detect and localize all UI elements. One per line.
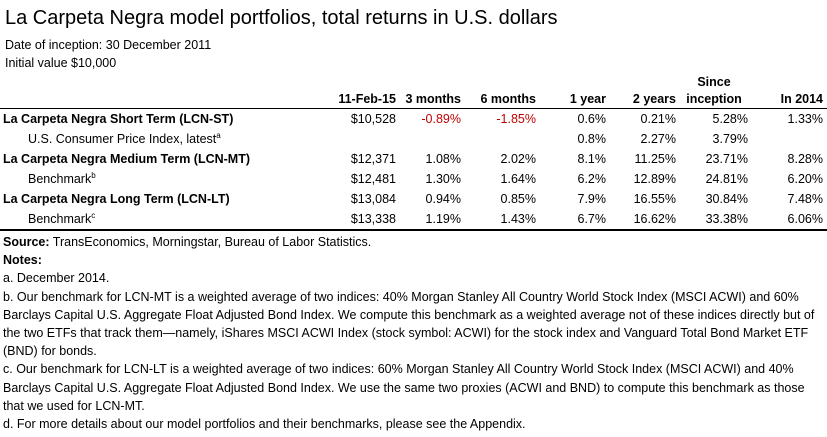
source-line: Source: TransEconomics, Morningstar, Bur… (3, 233, 818, 251)
cell-since-inception: 33.38% (680, 209, 752, 231)
inception-date: Date of inception: 30 December 2011 (5, 38, 212, 52)
cell-in-2014: 7.48% (787, 192, 823, 206)
cell-2-years: 2.27% (640, 132, 676, 146)
table-row-benchmark-lt: Benchmarkc $13,338 1.19% 1.43% 6.7% 16.6… (0, 209, 827, 231)
cell-since-inception: 30.84% (705, 192, 748, 206)
page-title: La Carpeta Negra model portfolios, total… (5, 7, 558, 29)
note-a: a. December 2014. (3, 271, 110, 286)
cell-value: $13,338 (290, 209, 400, 231)
note-d: d. For more details about our model port… (3, 417, 526, 432)
cell-1-year: 6.2% (577, 172, 607, 186)
cell-6-months: 1.64% (500, 172, 536, 186)
cell-1-year: 6.7% (540, 209, 610, 231)
notes-section: Source: TransEconomics, Morningstar, Bur… (3, 233, 818, 433)
col-6-months: 6 months (465, 91, 540, 109)
cell-3-months: 1.30% (425, 172, 461, 186)
initial-value: Initial value $10,000 (5, 56, 117, 70)
col-1-year: 1 year (540, 91, 610, 109)
cell-6-months: 0.85% (500, 192, 536, 206)
row-label: La Carpeta Negra Medium Term (LCN-MT) (3, 152, 251, 166)
source-text: TransEconomics, Morningstar, Bureau of L… (49, 235, 372, 249)
cell-since-inception: 5.28% (712, 112, 748, 126)
cell-value: $13,084 (350, 192, 396, 206)
cell-6-months (465, 129, 540, 149)
footnote-marker: a (216, 130, 221, 140)
cell-since-inception: 23.71% (705, 152, 748, 166)
cell-in-2014: 8.28% (787, 152, 823, 166)
row-label: La Carpeta Negra Long Term (LCN-LT) (3, 192, 230, 206)
cell-in-2014: 1.33% (787, 112, 823, 126)
cell-2-years: 16.62% (610, 209, 680, 231)
cell-1-year: 7.9% (577, 192, 607, 206)
note-b: b. Our benchmark for LCN-MT is a weighte… (3, 289, 815, 359)
cell-2-years: 11.25% (634, 152, 676, 166)
cell-in-2014: 6.06% (752, 209, 827, 231)
cell-1-year: 8.1% (577, 152, 607, 166)
cell-since-inception: 24.81% (705, 172, 748, 186)
cell-in-2014: 6.20% (787, 172, 823, 186)
cell-since-inception: 3.79% (712, 132, 748, 146)
col-since-top: Since (697, 75, 731, 89)
cell-2-years: 12.89% (633, 172, 676, 186)
col-2-years: 2 years (610, 91, 680, 109)
cell-value: $10,528 (350, 112, 396, 126)
source-label: Source: (3, 235, 50, 249)
col-in-2014: In 2014 (752, 91, 827, 109)
cell-2-years: 16.55% (633, 192, 676, 206)
table-row-lcn-st: La Carpeta Negra Short Term (LCN-ST) $10… (0, 109, 827, 130)
row-label: La Carpeta Negra Short Term (LCN-ST) (3, 112, 234, 126)
table-row-cpi: U.S. Consumer Price Index, latesta 0.8% … (0, 129, 827, 149)
cell-3-months (400, 129, 465, 149)
notes-heading: Notes: (3, 253, 42, 268)
cell-6-months: -1.85% (496, 112, 536, 126)
cell-1-year: 0.6% (577, 112, 607, 126)
table-row-benchmark-mt: Benchmarkb $12,481 1.30% 1.64% 6.2% 12.8… (0, 169, 827, 189)
header-row: 11-Feb-15 3 months 6 months 1 year 2 yea… (0, 91, 827, 109)
header-top-row: Since (0, 73, 827, 91)
footnote-marker: b (91, 170, 96, 180)
cell-3-months: 1.19% (400, 209, 465, 231)
cell-6-months: 2.02% (500, 152, 536, 166)
cell-3-months: 0.94% (425, 192, 461, 206)
cell-value: $12,481 (350, 172, 396, 186)
table-row-lcn-lt: La Carpeta Negra Long Term (LCN-LT) $13,… (0, 189, 827, 209)
returns-table: Since 11-Feb-15 3 months 6 months 1 year… (0, 73, 827, 231)
cell-2-years: 0.21% (640, 112, 676, 126)
row-label: U.S. Consumer Price Index, latesta (28, 130, 221, 146)
cell-value: $12,371 (350, 152, 396, 166)
cell-3-months: 1.08% (425, 152, 461, 166)
cell-value (290, 129, 400, 149)
cell-1-year: 0.8% (577, 132, 607, 146)
col-since-inception: inception (680, 91, 752, 109)
footnote-marker: c (91, 210, 96, 220)
row-label: Benchmarkc (0, 209, 290, 231)
row-label: Benchmarkb (28, 170, 96, 186)
cell-in-2014 (752, 129, 827, 149)
table-row-lcn-mt: La Carpeta Negra Medium Term (LCN-MT) $1… (0, 149, 827, 169)
col-3-months: 3 months (400, 91, 465, 109)
cell-3-months: -0.89% (421, 112, 461, 126)
cell-6-months: 1.43% (465, 209, 540, 231)
note-c: c. Our benchmark for LCN-LT is a weighte… (3, 362, 805, 413)
col-date: 11-Feb-15 (290, 91, 400, 109)
